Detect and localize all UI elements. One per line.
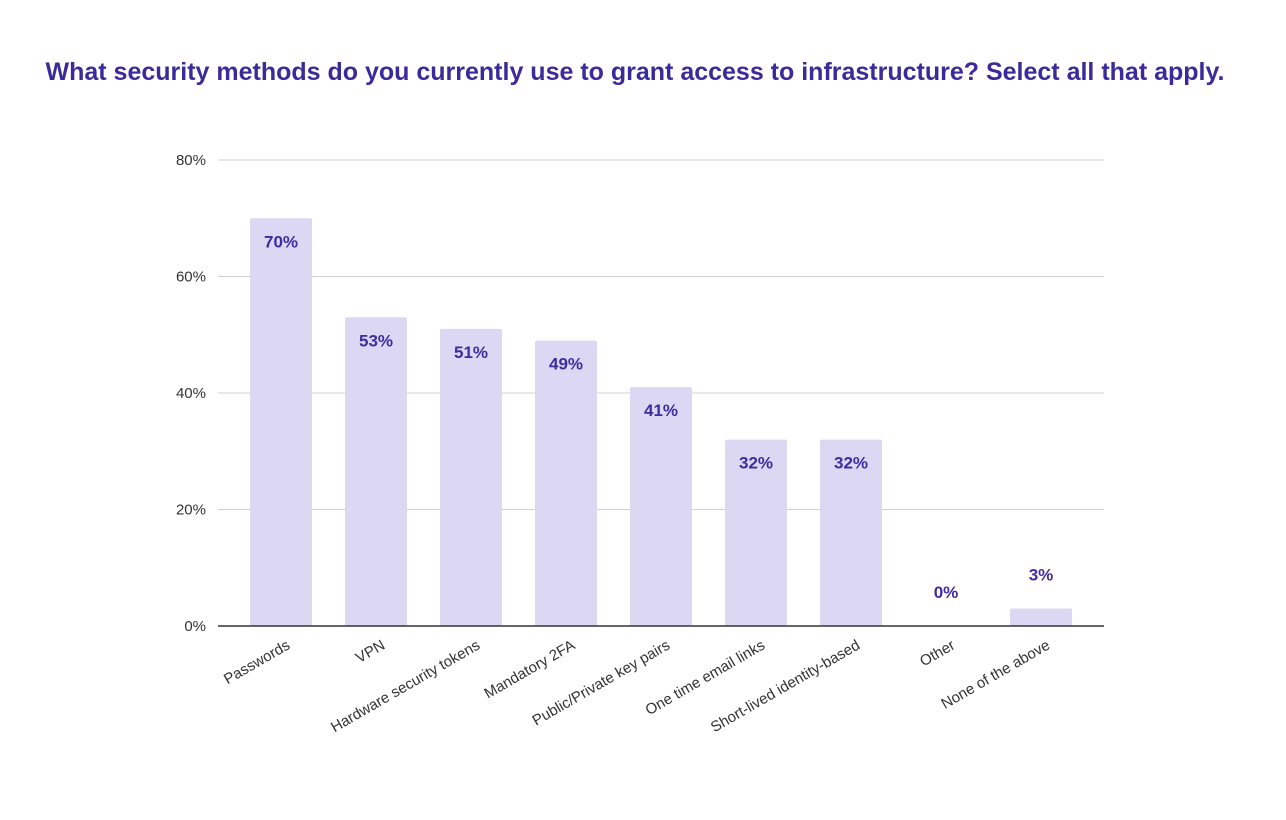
y-tick-label: 60% xyxy=(176,269,206,286)
data-label: 0% xyxy=(934,583,959,602)
bar xyxy=(725,439,787,626)
x-tick-label: Other xyxy=(917,637,958,670)
bar xyxy=(440,328,502,626)
bar xyxy=(250,218,312,626)
data-label: 49% xyxy=(549,355,583,374)
bar xyxy=(535,340,597,626)
x-tick-label: Short-lived identity-based xyxy=(708,637,863,736)
x-tick-label: Passwords xyxy=(221,637,293,688)
x-tick-label: Mandatory 2FA xyxy=(481,637,578,703)
data-label: 32% xyxy=(834,454,868,473)
x-tick-label: VPN xyxy=(353,637,388,667)
data-label: 32% xyxy=(739,454,773,473)
data-label: 53% xyxy=(359,331,393,350)
data-label: 3% xyxy=(1029,566,1054,585)
data-label: 41% xyxy=(644,401,678,420)
data-label: 51% xyxy=(454,343,488,362)
y-tick-label: 0% xyxy=(184,618,206,635)
bar xyxy=(630,387,692,626)
data-label: 70% xyxy=(264,232,298,251)
y-tick-label: 40% xyxy=(176,385,206,402)
x-tick-label: Hardware security tokens xyxy=(328,637,483,736)
chart-title: What security methods do you currently u… xyxy=(45,58,1225,86)
bar xyxy=(820,439,882,626)
y-tick-label: 80% xyxy=(176,152,206,169)
bar xyxy=(1010,608,1072,626)
y-tick-label: 20% xyxy=(176,502,206,519)
bar xyxy=(345,317,407,626)
